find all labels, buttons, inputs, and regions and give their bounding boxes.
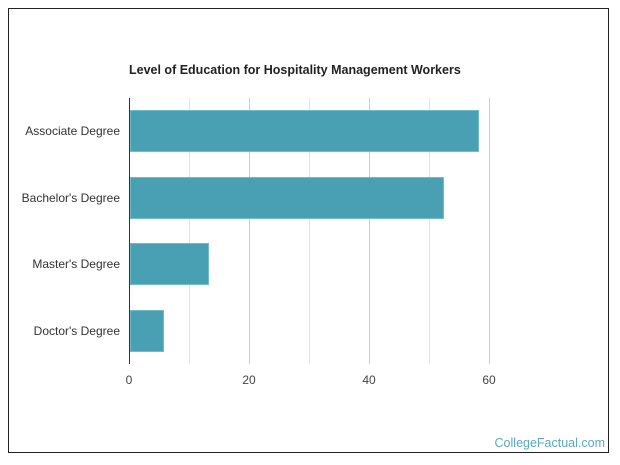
- gridline-10: [189, 98, 190, 364]
- bar-associate-degree[interactable]: [130, 110, 479, 152]
- category-label: Bachelor's Degree: [21, 191, 120, 205]
- gridline-40: [369, 98, 370, 364]
- x-tick-label: 0: [125, 373, 133, 387]
- x-tick-label: 20: [242, 373, 256, 387]
- bar-doctors-degree[interactable]: [130, 310, 164, 352]
- gridline-50: [429, 98, 430, 364]
- x-tick-label: 60: [482, 373, 496, 387]
- brand-link[interactable]: CollegeFactual.com: [494, 436, 605, 450]
- bar-bachelors-degree[interactable]: [130, 177, 444, 219]
- chart-frame: [8, 8, 609, 453]
- gridline-30: [309, 98, 310, 364]
- y-axis-line: [129, 98, 130, 364]
- chart-title: Level of Education for Hospitality Manag…: [129, 63, 461, 77]
- category-label: Associate Degree: [25, 124, 120, 138]
- plot-area: [129, 98, 549, 364]
- x-tick-label: 40: [362, 373, 376, 387]
- bar-masters-degree[interactable]: [130, 243, 209, 285]
- gridline-20: [249, 98, 250, 364]
- category-label: Doctor's Degree: [33, 324, 120, 338]
- gridline-60: [489, 98, 490, 364]
- category-label: Master's Degree: [32, 257, 120, 271]
